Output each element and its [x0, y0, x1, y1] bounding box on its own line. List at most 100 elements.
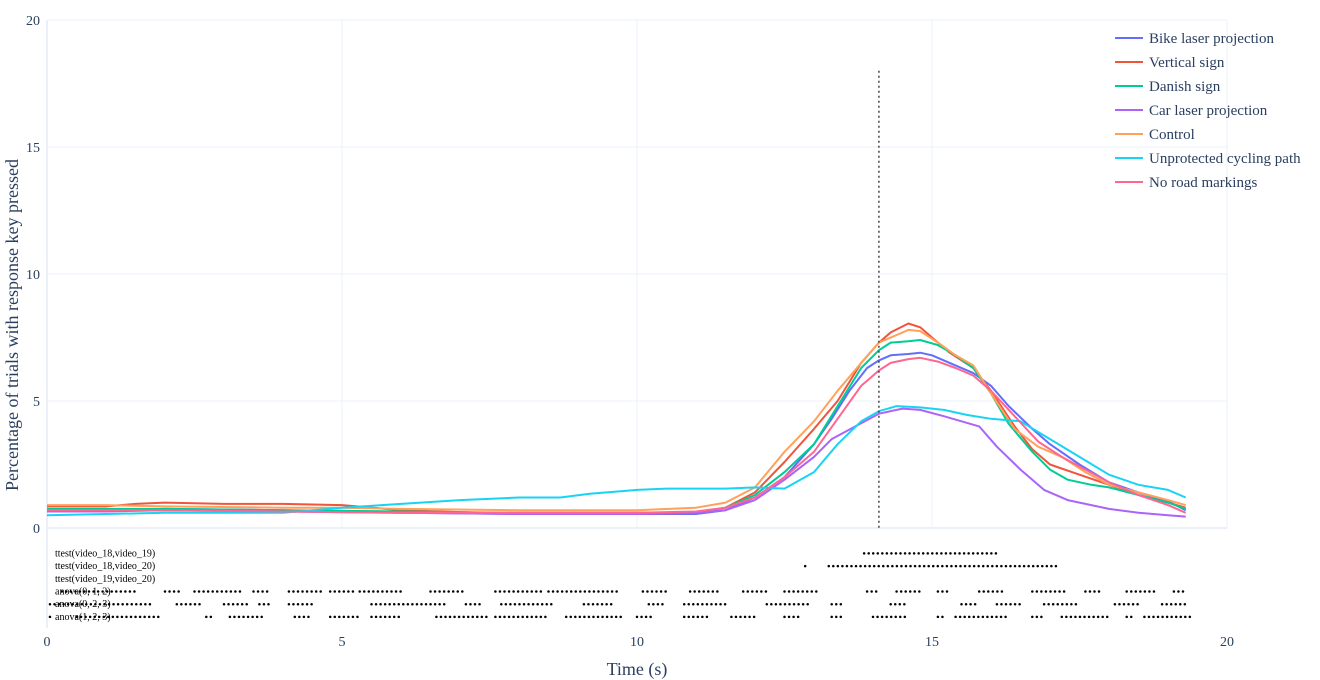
legend-item[interactable]: No road markings	[1115, 175, 1257, 191]
significance-dot	[1165, 602, 1168, 606]
significance-dot	[647, 602, 651, 606]
significance-dot	[836, 564, 840, 568]
y-tick-label: 0	[33, 522, 40, 537]
significance-dot	[494, 615, 497, 619]
significance-dot	[692, 602, 695, 606]
significance-dot	[1013, 564, 1017, 568]
significance-dot	[682, 602, 686, 606]
significance-dot	[1069, 615, 1073, 619]
significance-dot	[941, 590, 944, 593]
significance-dot	[1049, 590, 1052, 593]
significance-dot	[540, 602, 544, 606]
significance-dot	[394, 590, 398, 593]
significance-dot	[900, 564, 903, 568]
significance-dot	[358, 590, 361, 593]
y-tick-label: 10	[26, 268, 40, 283]
significance-dot	[144, 602, 147, 606]
significance-dot	[711, 590, 715, 593]
significance-dot	[976, 552, 979, 555]
significance-dot	[991, 564, 994, 568]
y-axis-title: Percentage of trials with response key p…	[2, 159, 22, 491]
x-tick-label: 5	[339, 635, 346, 650]
significance-dot	[1013, 602, 1017, 606]
significance-dot	[696, 602, 700, 606]
significance-dot	[1174, 602, 1177, 606]
significance-dot	[661, 602, 664, 606]
significance-dot	[356, 615, 359, 619]
significance-dot	[447, 590, 450, 593]
significance-dot	[367, 590, 371, 593]
significance-dot	[362, 590, 366, 593]
significance-dot	[801, 590, 804, 593]
significance-dot	[550, 602, 553, 606]
significance-dot	[53, 602, 56, 606]
legend-item[interactable]: Vertical sign	[1115, 55, 1225, 71]
significance-dot	[981, 552, 984, 555]
significance-dot	[245, 602, 248, 606]
significance-dot	[697, 590, 701, 593]
significance-dot	[969, 602, 972, 606]
significance-dot	[134, 615, 137, 619]
significance-dot	[810, 590, 814, 593]
significance-dot	[107, 602, 111, 606]
legend-item[interactable]: Bike laser projection	[1115, 31, 1274, 47]
significance-dot	[347, 615, 350, 619]
significance-dot	[328, 590, 332, 593]
significance-dot	[741, 590, 745, 593]
significance-dot	[1134, 590, 1138, 593]
significance-dot	[592, 590, 596, 593]
significance-dot	[466, 615, 470, 619]
significance-dot	[889, 615, 893, 619]
significance-dot	[507, 590, 511, 593]
significance-dot	[755, 590, 759, 593]
significance-dot	[871, 552, 875, 555]
significance-dot	[79, 615, 83, 619]
significance-dot	[605, 615, 609, 619]
significance-dot	[242, 615, 245, 619]
significance-dot	[390, 590, 393, 593]
legend-item[interactable]: Danish sign	[1115, 79, 1221, 95]
significance-dot	[478, 602, 481, 606]
significance-dot	[485, 615, 488, 619]
significance-dot	[1139, 590, 1142, 593]
significance-dot	[765, 602, 769, 606]
significance-dot	[877, 564, 880, 568]
significance-dot	[261, 590, 264, 593]
significance-dot	[931, 564, 935, 568]
significance-dot	[876, 615, 879, 619]
significance-dot	[723, 602, 727, 606]
significance-dot	[739, 615, 742, 619]
significance-dot	[565, 590, 568, 593]
significance-dot	[1129, 615, 1133, 619]
significance-dot	[904, 590, 907, 593]
series-line	[46, 405, 1187, 517]
significance-dot	[898, 602, 902, 606]
significance-dot	[48, 602, 52, 606]
significance-dot	[402, 602, 405, 606]
significance-dot	[333, 590, 336, 593]
significance-dot	[513, 602, 517, 606]
significance-dot	[1093, 590, 1096, 593]
significance-dot	[116, 615, 119, 619]
legend-item[interactable]: Car laser projection	[1115, 103, 1268, 119]
legend-item[interactable]: Unprotected cycling path	[1115, 151, 1301, 167]
significance-dot	[206, 590, 210, 593]
x-tick-label: 20	[1220, 635, 1234, 650]
significance-dot	[397, 615, 401, 619]
significance-dot	[1009, 602, 1012, 606]
legend-item[interactable]: Control	[1115, 127, 1195, 143]
significance-dot	[760, 590, 763, 593]
significance-dot	[128, 590, 132, 593]
significance-dot	[1004, 602, 1008, 606]
legend-label: Danish sign	[1149, 79, 1221, 95]
significance-dot	[255, 615, 259, 619]
significance-dot	[990, 552, 993, 555]
significance-dot	[891, 564, 894, 568]
significance-dot	[1050, 564, 1053, 568]
significance-dot	[1092, 615, 1095, 619]
significance-dot	[84, 615, 87, 619]
legend-label: Control	[1149, 127, 1195, 143]
significance-dot	[872, 564, 876, 568]
significance-dot	[388, 615, 391, 619]
significance-dot	[1000, 564, 1003, 568]
